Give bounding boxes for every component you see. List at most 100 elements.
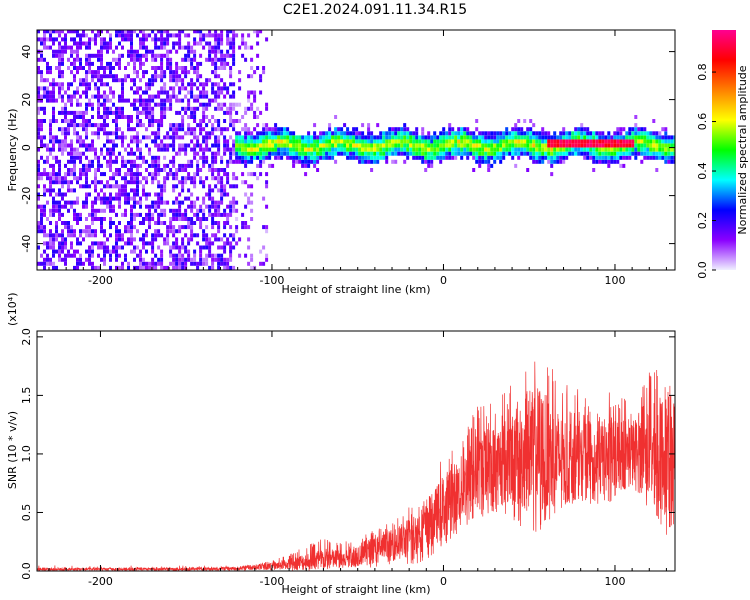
spectrogram-cell <box>457 147 461 152</box>
spectrogram-cell <box>85 82 88 87</box>
spectrogram-cell <box>52 155 55 160</box>
spectrogram-cell <box>634 135 638 140</box>
spectrogram-cell <box>271 135 275 140</box>
spectrogram-cell <box>148 217 151 221</box>
spectrogram-cell <box>424 168 428 172</box>
spectrogram-cell <box>70 123 73 128</box>
spectrogram-cell <box>73 208 76 213</box>
spectrogram-cell <box>535 147 539 152</box>
spectrogram-cell <box>469 143 473 148</box>
spectrogram-cell <box>49 237 52 242</box>
spectrogram-cell <box>46 245 49 250</box>
spectrogram-cell <box>181 123 185 128</box>
spectrogram-cell <box>133 192 136 197</box>
spectrogram-cell <box>133 176 136 181</box>
spectrogram-cell <box>193 41 197 46</box>
spectrogram-cell <box>46 200 49 205</box>
spectrogram-cell <box>241 33 245 38</box>
spectrogram-cell <box>112 147 115 152</box>
spectrogram-cell <box>205 257 209 262</box>
spectrogram-cell <box>103 196 106 201</box>
spectrogram-cell <box>592 151 596 156</box>
spectrogram-cell <box>148 49 151 54</box>
spectrogram-cell <box>643 143 647 148</box>
spectrogram-cell <box>181 98 185 103</box>
spectrogram-cell <box>103 66 106 70</box>
spectrogram-cell <box>622 135 626 140</box>
spectrogram-cell <box>79 155 82 160</box>
spectrogram-cell <box>64 225 67 230</box>
spectrogram-cell <box>322 147 326 152</box>
spectrogram-cell <box>439 147 443 152</box>
spectrogram-cell <box>91 221 94 225</box>
spectrogram-cell <box>151 180 155 185</box>
spectrogram-cell <box>157 217 161 221</box>
spectrogram-cell <box>370 131 374 136</box>
spectrogram-cell <box>46 176 49 181</box>
spectrogram-cell <box>175 49 179 54</box>
spectrogram-cell <box>244 41 248 46</box>
spectrogram-cell <box>598 131 602 136</box>
spectrogram-cell <box>370 139 374 144</box>
spectrogram-cell <box>64 45 67 50</box>
spectrogram-cell <box>214 61 218 66</box>
spectrogram-cell <box>226 159 230 164</box>
spectrogram-cell <box>58 241 61 246</box>
spectrogram-cell <box>139 196 142 201</box>
spectrogram-cell <box>187 176 191 181</box>
spectrogram-cell <box>508 135 512 140</box>
spectrogram-cell <box>478 163 482 168</box>
spectrogram-cell <box>199 176 203 181</box>
spectrogram-cell <box>409 139 413 144</box>
spectrogram-cell <box>223 249 227 254</box>
spectrogram-cell <box>115 135 118 140</box>
x-tick-label: 100 <box>604 274 625 287</box>
spectrogram-cell <box>376 135 380 140</box>
spectrogram-cell <box>256 135 260 140</box>
spectrogram-cell <box>502 135 506 140</box>
spectrogram-cell <box>559 147 563 152</box>
spectrogram-cell <box>199 37 203 42</box>
spectrogram-cell <box>40 155 43 160</box>
spectrogram-cell <box>85 184 88 189</box>
spectrogram-cell <box>511 131 515 136</box>
spectrogram-cell <box>226 204 230 209</box>
spectrogram-cell <box>325 139 329 144</box>
spectrogram-cell <box>193 155 197 160</box>
spectrogram-cell <box>352 131 356 136</box>
spectrogram-cell <box>172 163 176 168</box>
spectrogram-cell <box>613 139 617 144</box>
spectrogram-cell <box>160 102 164 107</box>
spectrogram-cell <box>106 249 109 254</box>
spectrogram-cell <box>100 127 103 132</box>
spectrogram-cell <box>58 245 61 250</box>
spectrogram-cell <box>379 143 383 148</box>
spectrogram-cell <box>514 163 518 168</box>
spectrogram-cell <box>625 155 629 160</box>
spectrogram-cell <box>151 115 155 119</box>
spectrogram-cell <box>67 253 70 258</box>
spectrogram-cell <box>175 94 179 99</box>
spectrogram-cell <box>469 139 473 144</box>
spectrogram-cell <box>214 119 218 123</box>
spectrogram-cell <box>214 30 218 34</box>
spectrogram-cell <box>226 212 230 217</box>
spectrogram-cell <box>202 33 206 38</box>
spectrogram-cell <box>37 204 40 209</box>
spectrogram-cell <box>100 221 103 225</box>
spectrogram-cell <box>130 249 133 254</box>
spectrogram-cell <box>67 151 70 156</box>
spectrogram-cell <box>73 229 76 234</box>
spectrogram-cell <box>274 135 278 140</box>
spectrogram-cell <box>58 74 61 79</box>
spectrogram-cell <box>280 139 284 144</box>
spectrogram-cell <box>130 135 133 140</box>
spectrogram-cell <box>136 33 139 38</box>
spectrogram-cell <box>142 37 145 42</box>
spectrogram-cell <box>118 78 121 83</box>
spectrogram-cell <box>160 119 164 123</box>
spectrogram-cell <box>241 180 245 185</box>
spectrogram-cell <box>97 155 100 160</box>
spectrogram-cell <box>328 127 332 132</box>
spectrogram-cell <box>265 143 269 148</box>
